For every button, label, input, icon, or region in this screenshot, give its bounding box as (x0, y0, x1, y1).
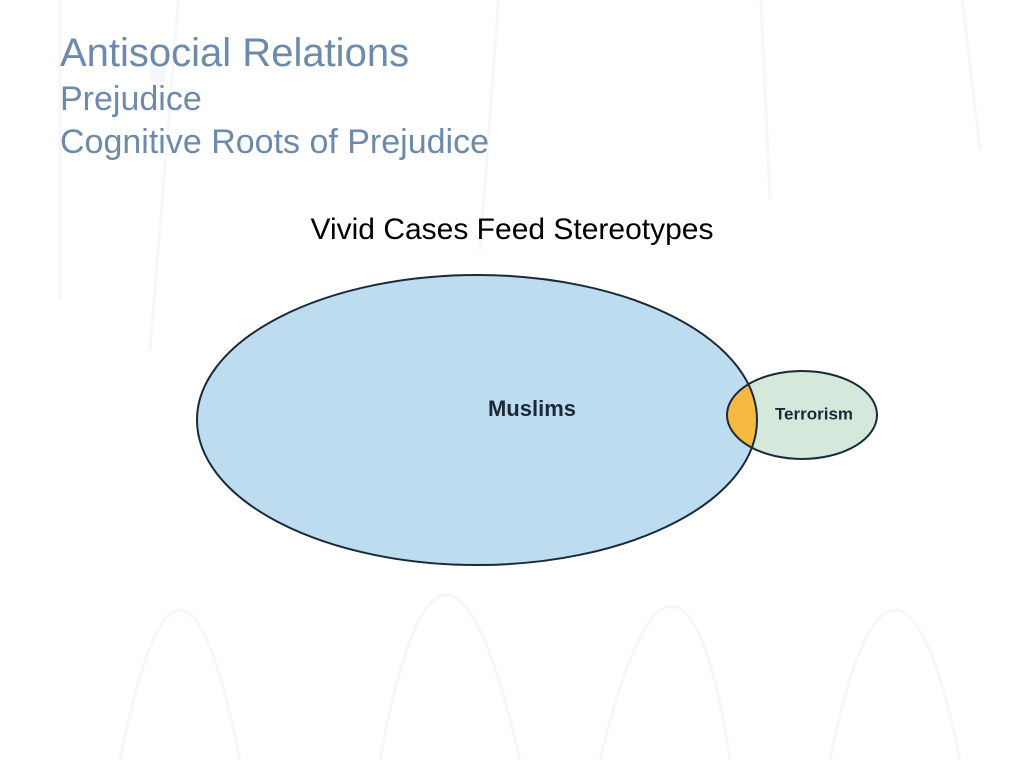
slide-title-block: Antisocial Relations Prejudice Cognitive… (60, 28, 964, 163)
venn-label-large: Muslims (488, 396, 576, 421)
title-line-2: Prejudice (60, 78, 964, 121)
venn-diagram: Muslims Terrorism (132, 265, 892, 575)
title-line-3: Cognitive Roots of Prejudice (60, 121, 964, 164)
diagram-caption: Vivid Cases Feed Stereotypes (60, 213, 964, 247)
venn-ellipse-large (197, 275, 757, 565)
title-line-1: Antisocial Relations (60, 28, 964, 78)
slide-content: Antisocial Relations Prejudice Cognitive… (0, 0, 1024, 768)
venn-svg: Muslims Terrorism (132, 265, 892, 575)
diagram-area: Vivid Cases Feed Stereotypes Muslims Terr… (60, 213, 964, 575)
venn-label-small: Terrorism (775, 404, 853, 423)
